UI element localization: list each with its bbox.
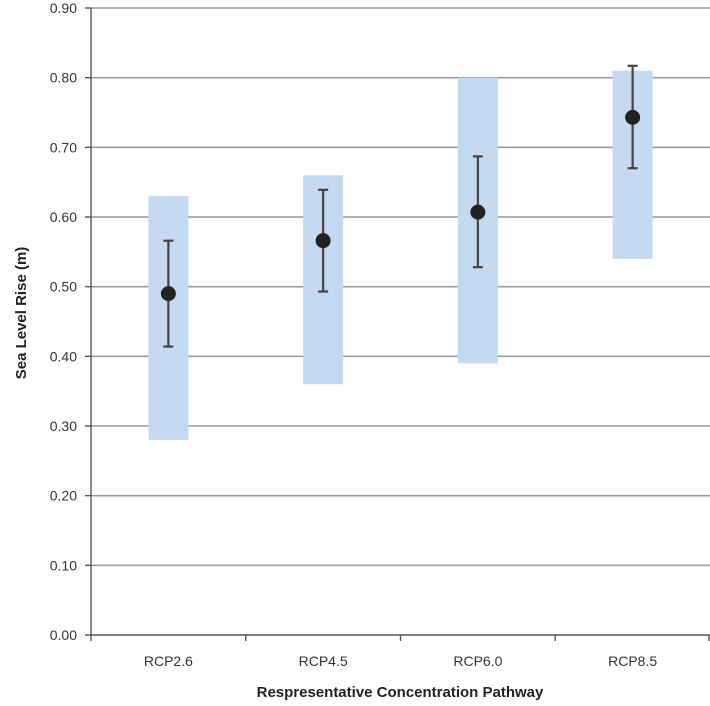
x-tick-label-rcp6-0: RCP6.0 bbox=[453, 653, 502, 669]
data-point-rcp4-5 bbox=[315, 233, 331, 249]
y-tick-label: 0.60 bbox=[50, 209, 77, 225]
data-point-rcp6-0 bbox=[470, 204, 486, 220]
y-tick-label: 0.70 bbox=[50, 139, 77, 155]
range-bars bbox=[148, 70, 653, 440]
x-tick-label-rcp4-5: RCP4.5 bbox=[299, 653, 348, 669]
data-points bbox=[160, 109, 641, 302]
y-tick-label: 0.90 bbox=[50, 0, 77, 16]
y-tick-label: 0.40 bbox=[50, 348, 77, 364]
x-tick-label-rcp8-5: RCP8.5 bbox=[608, 653, 657, 669]
y-tick-label: 0.30 bbox=[50, 418, 77, 434]
error-bars bbox=[163, 64, 638, 348]
y-tick-label: 0.80 bbox=[50, 70, 77, 86]
y-tick-label: 0.00 bbox=[50, 627, 77, 643]
x-tick-label-rcp2-6: RCP2.6 bbox=[144, 653, 193, 669]
tick-labels: 0.00 0.10 0.20 0.30 0.40 0.50 0.60 0.70 0.80 0.90… bbox=[50, 0, 658, 669]
axes bbox=[85, 7, 710, 641]
y-tick-label: 0.50 bbox=[50, 279, 77, 295]
x-axis-title: Respresentative Concentration Pathway bbox=[257, 684, 544, 701]
data-point-rcp2-6 bbox=[160, 286, 176, 302]
y-tick-label: 0.10 bbox=[50, 557, 77, 573]
data-point-rcp8-5 bbox=[625, 109, 641, 125]
gridlines bbox=[91, 7, 710, 567]
y-axis-title: Sea Level Rise (m) bbox=[13, 247, 30, 380]
y-tick-label: 0.20 bbox=[50, 488, 77, 504]
